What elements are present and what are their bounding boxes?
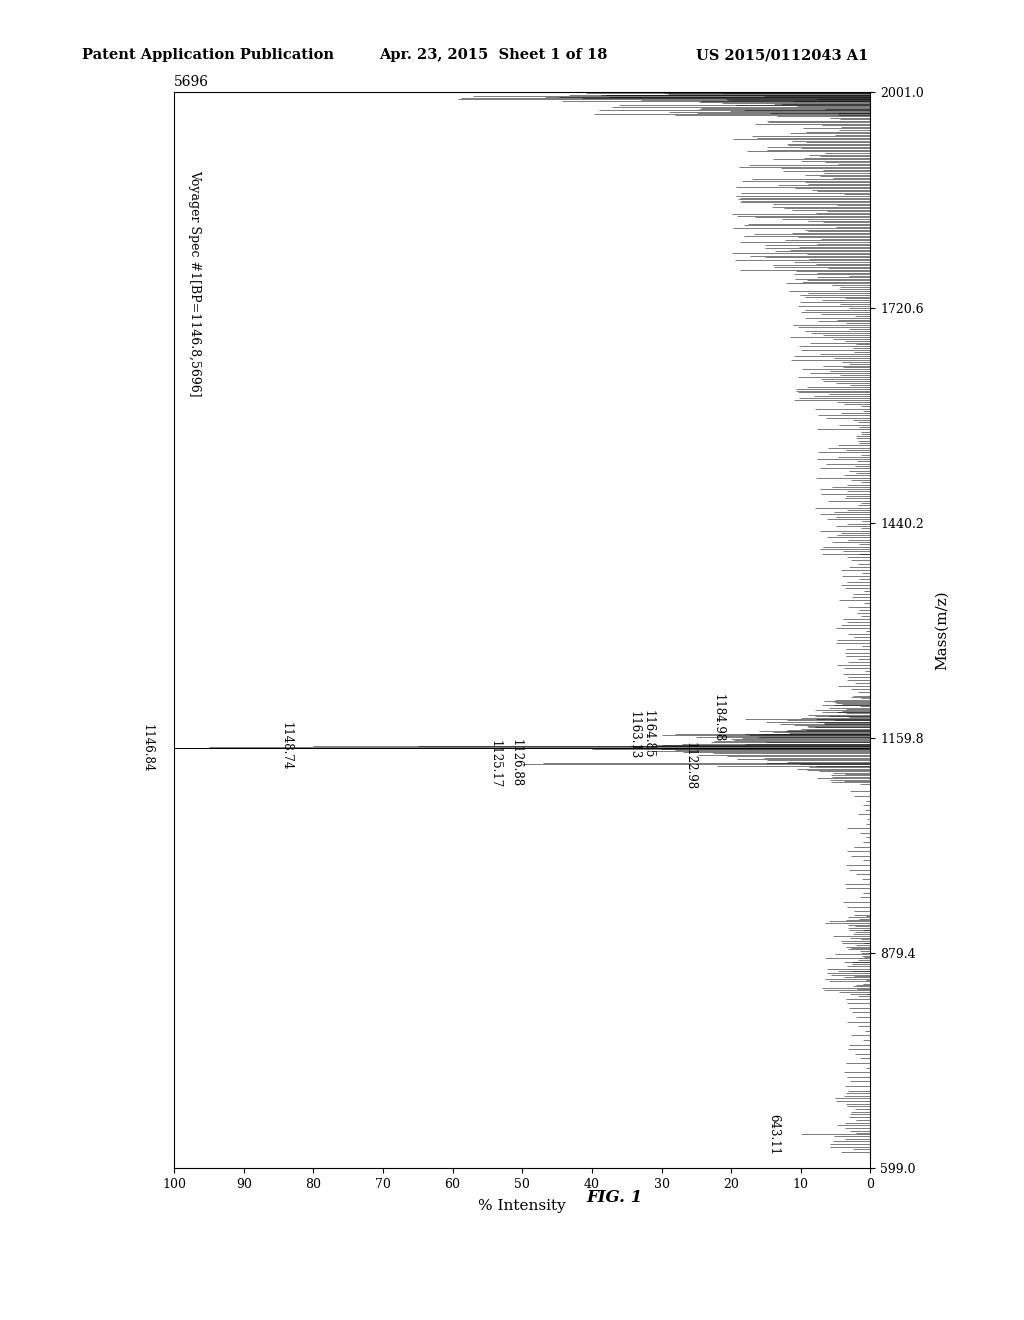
Text: US 2015/0112043 A1: US 2015/0112043 A1 xyxy=(696,49,868,62)
Text: FIG. 1: FIG. 1 xyxy=(587,1189,642,1205)
X-axis label: % Intensity: % Intensity xyxy=(478,1200,566,1213)
Text: 1148.74: 1148.74 xyxy=(280,722,293,771)
Text: 1146.84: 1146.84 xyxy=(140,723,154,772)
Y-axis label: Mass(m/z): Mass(m/z) xyxy=(935,590,949,671)
Text: 643.11: 643.11 xyxy=(767,1114,780,1155)
Text: Voyager Spec #1[BP=1146.8,5696]: Voyager Spec #1[BP=1146.8,5696] xyxy=(188,170,201,396)
Text: 1126.88: 1126.88 xyxy=(509,739,522,787)
Text: Apr. 23, 2015  Sheet 1 of 18: Apr. 23, 2015 Sheet 1 of 18 xyxy=(379,49,607,62)
Text: 1163.13: 1163.13 xyxy=(628,711,641,759)
Text: 1122.98: 1122.98 xyxy=(683,742,696,791)
Text: 5696: 5696 xyxy=(174,74,209,88)
Text: 1164.85: 1164.85 xyxy=(642,710,654,758)
Text: Patent Application Publication: Patent Application Publication xyxy=(82,49,334,62)
Text: 1184.98: 1184.98 xyxy=(712,694,724,743)
Text: 1125.17: 1125.17 xyxy=(488,741,502,788)
